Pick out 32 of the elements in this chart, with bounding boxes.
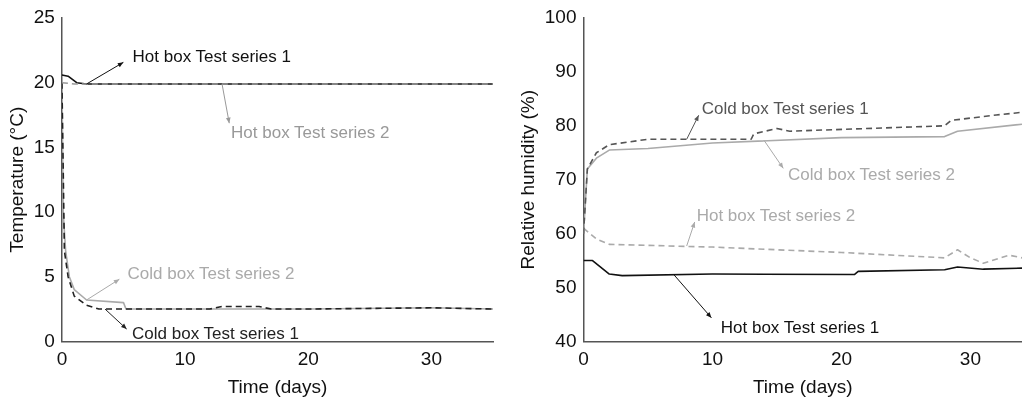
x-tick-label: 30	[420, 348, 442, 370]
x-tick-label: 20	[830, 348, 853, 370]
y-tick-label: 80	[555, 114, 577, 136]
y-tick-label: 70	[555, 167, 577, 189]
y-tick-label: 5	[44, 264, 55, 286]
x-tick-label: 20	[297, 348, 319, 370]
y-tick-label: 90	[555, 60, 577, 82]
annotation: Cold box Test series 2	[127, 263, 295, 283]
annotation: Cold box Test series 2	[788, 165, 955, 185]
x-tick-label: 10	[701, 348, 724, 370]
y-axis-title: Temperature (°C)	[5, 106, 27, 253]
annotation: Cold box Test series 1	[132, 323, 299, 343]
y-tick-label: 50	[555, 275, 577, 297]
annotation: Hot box Test series 2	[231, 122, 390, 142]
y-tick-label: 60	[555, 221, 577, 243]
annotation: Cold box Test series 1	[701, 98, 869, 118]
x-tick-label: 10	[174, 348, 196, 370]
annotation: Hot box Test series 1	[720, 318, 880, 338]
annotation: Hot box Test series 2	[696, 205, 856, 225]
line-series	[583, 227, 1022, 265]
x-axis-title: Time (days)	[227, 375, 328, 397]
y-tick-label: 40	[555, 329, 577, 351]
x-tick-label: 30	[959, 348, 981, 370]
annotation: Hot box Test series 1	[132, 46, 291, 66]
y-tick-label: 100	[544, 6, 577, 28]
y-tick-label: 25	[33, 6, 55, 28]
x-axis-title: Time (days)	[752, 375, 853, 397]
y-axis-title: Relative humidity (%)	[516, 89, 538, 270]
y-tick-label: 10	[33, 200, 55, 222]
y-tick-label: 20	[33, 70, 55, 92]
y-tick-label: 0	[44, 329, 55, 351]
y-tick-label: 15	[33, 135, 55, 157]
